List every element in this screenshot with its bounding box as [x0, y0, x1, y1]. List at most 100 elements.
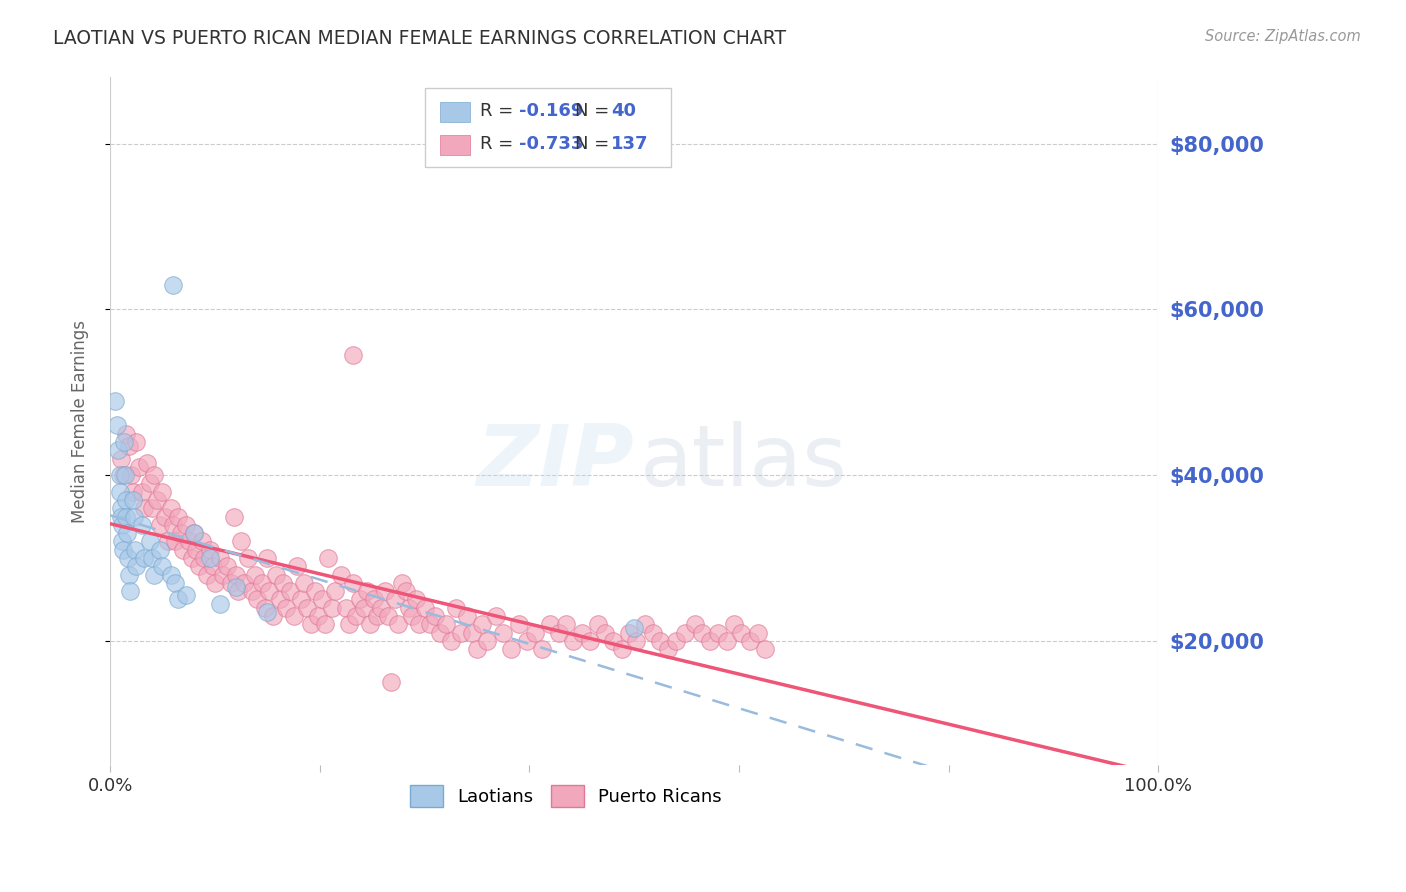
Point	[108, 484, 131, 499]
Point	[110, 534, 132, 549]
Point	[115, 526, 138, 541]
Point	[191, 534, 214, 549]
Point	[329, 567, 352, 582]
Point	[104, 393, 127, 408]
Point	[692, 625, 714, 640]
Point	[204, 575, 226, 590]
Point	[112, 435, 135, 450]
Point	[623, 622, 645, 636]
Point	[225, 567, 247, 582]
Point	[131, 484, 153, 499]
Point	[337, 617, 360, 632]
Point	[167, 592, 190, 607]
Point	[283, 609, 305, 624]
Point	[363, 592, 385, 607]
Point	[429, 625, 451, 640]
Point	[699, 634, 721, 648]
Bar	[440, 102, 470, 122]
Point	[401, 609, 423, 624]
Point	[250, 575, 273, 590]
Point	[259, 584, 281, 599]
Point	[198, 551, 221, 566]
Point	[209, 597, 232, 611]
Point	[125, 435, 148, 450]
Point	[132, 551, 155, 566]
Point	[139, 534, 162, 549]
Point	[167, 509, 190, 524]
Point	[366, 609, 388, 624]
Point	[107, 418, 129, 433]
FancyBboxPatch shape	[425, 87, 671, 167]
Point	[353, 600, 375, 615]
Point	[370, 600, 392, 615]
Text: Source: ZipAtlas.com: Source: ZipAtlas.com	[1205, 29, 1361, 44]
Point	[380, 675, 402, 690]
Point	[316, 551, 339, 566]
Point	[325, 584, 347, 599]
Point	[434, 617, 457, 632]
Point	[444, 600, 467, 615]
Point	[299, 617, 322, 632]
Point	[602, 634, 624, 648]
Point	[117, 551, 139, 566]
Point	[229, 534, 252, 549]
Point	[571, 625, 593, 640]
Point	[555, 617, 578, 632]
Point	[314, 617, 336, 632]
Point	[716, 634, 738, 648]
Point	[423, 609, 446, 624]
Point	[307, 609, 329, 624]
Point	[219, 575, 242, 590]
Point	[254, 600, 277, 615]
Point	[143, 567, 166, 582]
Point	[217, 559, 239, 574]
Point	[262, 609, 284, 624]
Point	[165, 534, 187, 549]
Point	[183, 526, 205, 541]
Text: R =: R =	[481, 136, 519, 153]
Text: N =: N =	[575, 103, 614, 120]
Point	[114, 509, 136, 524]
Point	[665, 634, 688, 648]
Point	[118, 567, 141, 582]
Point	[114, 468, 136, 483]
Point	[276, 600, 298, 615]
Point	[269, 592, 291, 607]
Point	[683, 617, 706, 632]
Point	[342, 575, 364, 590]
Point	[114, 426, 136, 441]
Point	[152, 484, 174, 499]
Text: atlas: atlas	[640, 421, 848, 504]
Point	[295, 600, 318, 615]
Point	[149, 517, 172, 532]
Point	[523, 625, 546, 640]
Y-axis label: Median Female Earnings: Median Female Earnings	[72, 320, 89, 523]
Point	[408, 617, 430, 632]
Point	[108, 468, 131, 483]
Point	[349, 592, 371, 607]
Point	[160, 501, 183, 516]
Point	[405, 592, 427, 607]
Point	[492, 625, 515, 640]
Point	[531, 642, 554, 657]
Point	[111, 468, 134, 483]
Point	[377, 609, 399, 624]
Text: ZIP: ZIP	[477, 421, 634, 504]
Text: 137: 137	[612, 136, 648, 153]
Point	[384, 592, 406, 607]
Point	[212, 567, 235, 582]
Point	[617, 625, 640, 640]
Point	[292, 575, 315, 590]
Point	[240, 584, 263, 599]
Text: 40: 40	[612, 103, 636, 120]
Point	[135, 456, 157, 470]
Point	[440, 634, 463, 648]
Point	[170, 526, 193, 541]
Point	[450, 625, 472, 640]
Point	[650, 634, 672, 648]
Legend: Laotians, Puerto Ricans: Laotians, Puerto Ricans	[404, 778, 730, 814]
Point	[586, 617, 609, 632]
Point	[132, 501, 155, 516]
Point	[395, 584, 418, 599]
Point	[673, 625, 696, 640]
